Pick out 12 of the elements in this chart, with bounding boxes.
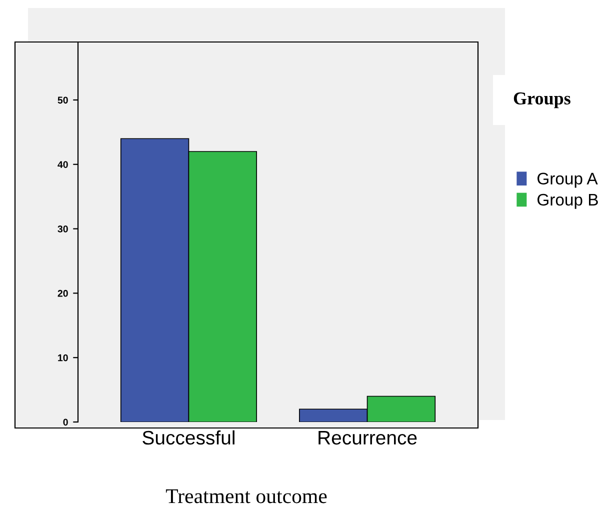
y-tick-label: 0 bbox=[63, 418, 68, 426]
legend-label: Group B bbox=[538, 194, 598, 209]
y-tick-label: 50 bbox=[58, 96, 68, 104]
legend-title: Groups bbox=[514, 92, 570, 108]
y-tick-label: 40 bbox=[58, 161, 68, 168]
x-tick-label: Recurrence bbox=[318, 431, 417, 445]
x-axis-title: Treatment outcome bbox=[166, 489, 327, 504]
y-tick-label: 30 bbox=[58, 226, 68, 232]
x-tick-label: Successful bbox=[142, 430, 234, 445]
y-tick-label: 20 bbox=[58, 290, 68, 297]
y-tick-label: 10 bbox=[58, 354, 68, 362]
legend-label: Group A bbox=[538, 172, 598, 188]
